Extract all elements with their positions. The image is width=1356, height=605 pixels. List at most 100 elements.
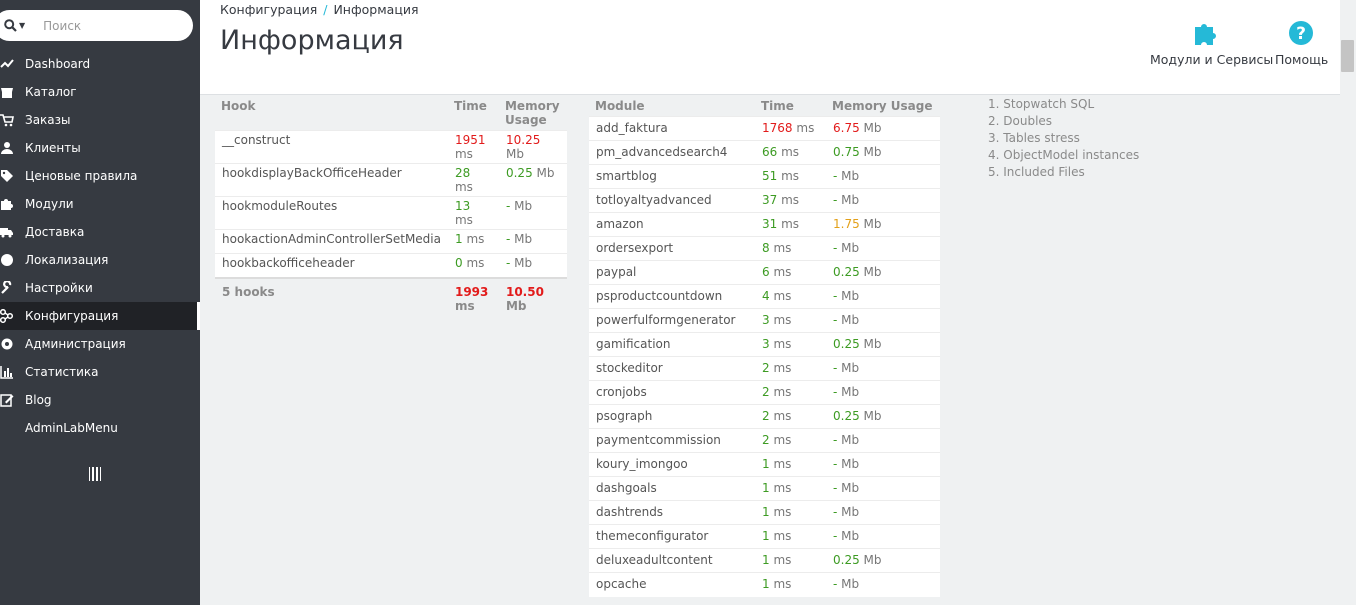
module-row: koury_imongoo 1 ms - Mb [589, 452, 940, 477]
hook-row-memory: - Mb [498, 253, 567, 278]
sidebar-item-клиенты[interactable]: Клиенты [0, 134, 200, 162]
sidebar-item-label: AdminLabMenu [25, 421, 118, 435]
modules-services-button[interactable]: Модули и Сервисы [1150, 20, 1273, 67]
module-row: psograph 2 ms 0.25 Mb [589, 404, 940, 429]
sidebar-item-локализация[interactable]: Локализация [0, 246, 200, 274]
table-header-row: Module Time Memory Usage [589, 96, 940, 117]
column-header-time: Time [761, 99, 794, 113]
hook-row-memory: 10.25 Mb [498, 130, 567, 164]
module-row-name: add_faktura [589, 116, 755, 141]
sidebar-item-конфигурация[interactable]: Конфигурация [0, 302, 200, 330]
sidebar-item-доставка[interactable]: Доставка [0, 218, 200, 246]
module-row-time: 8 ms [755, 236, 826, 261]
sidebar-item-label: Конфигурация [25, 309, 119, 323]
module-row: dashtrends 1 ms - Mb [589, 500, 940, 525]
wrench-icon [0, 274, 14, 302]
module-row-name: cronjobs [589, 380, 755, 405]
module-row: pm_advancedsearch4 66 ms 0.75 Mb [589, 140, 940, 165]
sidebar-nav: Dashboard Каталог Заказы Клиенты Ценовые пра… [0, 50, 200, 442]
collapse-menu-icon[interactable] [89, 467, 101, 481]
module-row: totloyaltyadvanced 37 ms - Mb [589, 188, 940, 213]
profiling-link[interactable]: 3. Tables stress [988, 131, 1080, 145]
sidebar-item-ценовые-правила[interactable]: Ценовые правила [0, 162, 200, 190]
sidebar-item-adminlabmenu[interactable]: AdminLabMenu [0, 414, 200, 442]
module-row-memory: - Mb [826, 284, 940, 309]
puzzle-icon [1195, 24, 1216, 45]
module-row-memory: - Mb [826, 308, 940, 333]
profiling-link[interactable]: 4. ObjectModel instances [988, 148, 1140, 162]
module-row-time: 2 ms [755, 404, 826, 429]
column-header-memory: Memory Usage [832, 99, 933, 113]
hooks-table: Hook Time Memory Usage __construct 1951 m… [215, 96, 567, 315]
hook-row-memory: - Mb [498, 196, 567, 230]
module-row-name: themeconfigurator [589, 524, 755, 549]
sidebar-item-dashboard[interactable]: Dashboard [0, 50, 200, 78]
module-row: cronjobs 2 ms - Mb [589, 380, 940, 405]
module-row-time: 2 ms [755, 380, 826, 405]
search-input[interactable] [43, 18, 174, 33]
hook-row: hookdisplayBackOfficeHeader 28 ms 0.25 Mb [215, 163, 567, 197]
scrollbar-thumb[interactable] [1341, 40, 1354, 72]
hook-row-name: hookdisplayBackOfficeHeader [215, 163, 448, 197]
module-row-memory: 0.25 Mb [826, 260, 940, 285]
module-row-memory: 0.25 Mb [826, 548, 940, 573]
hook-row-time: 1951 ms [447, 130, 499, 164]
search-box[interactable]: ▼ [0, 10, 193, 41]
edit-icon [0, 386, 14, 414]
module-row-memory: 0.25 Mb [826, 404, 940, 429]
sidebar-item-label: Dashboard [25, 57, 91, 71]
module-row-time: 4 ms [755, 284, 826, 309]
profiling-link[interactable]: 5. Included Files [988, 165, 1085, 179]
modules-services-label: Модули и Сервисы [1150, 52, 1274, 67]
module-row-name: totloyaltyadvanced [589, 188, 755, 213]
breadcrumb-item-information: Информация [333, 2, 419, 17]
breadcrumb-item-configuration[interactable]: Конфигурация [220, 2, 318, 17]
profiling-link[interactable]: 2. Doubles [988, 114, 1053, 128]
module-row: dashgoals 1 ms - Mb [589, 476, 940, 501]
module-row: ordersexport 8 ms - Mb [589, 236, 940, 261]
module-row-name: dashtrends [589, 500, 755, 525]
module-row-time: 1 ms [755, 572, 826, 597]
sidebar-item-заказы[interactable]: Заказы [0, 106, 200, 134]
hook-row-name: hookbackofficeheader [215, 253, 448, 278]
module-row: psproductcountdown 4 ms - Mb [589, 284, 940, 309]
gear-icon [0, 330, 14, 358]
module-row-memory: - Mb [826, 524, 940, 549]
sidebar-item-каталог[interactable]: Каталог [0, 78, 200, 106]
sidebar-item-администрация[interactable]: Администрация [0, 330, 200, 358]
hook-row: __construct 1951 ms 10.25 Mb [215, 130, 567, 164]
help-label: Помощь [1275, 52, 1329, 67]
hook-row-time: 13 ms [447, 196, 499, 230]
sidebar-item-настройки[interactable]: Настройки [0, 274, 200, 302]
module-row-name: powerfulformgenerator [589, 308, 755, 333]
module-row-time: 3 ms [755, 308, 826, 333]
column-header-hook: Hook [221, 99, 256, 113]
page-header: Конфигурация / Информация Информация Модул… [200, 0, 1340, 95]
sidebar-item-blog[interactable]: Blog [0, 386, 200, 414]
help-button[interactable]: ? Помощь [1275, 20, 1329, 67]
sidebar-item-статистика[interactable]: Статистика [0, 358, 200, 386]
tag-icon [0, 162, 14, 190]
sidebar-item-модули[interactable]: Модули [0, 190, 200, 218]
search-icon[interactable]: ▼ [4, 19, 25, 32]
column-header-memory: Memory Usage [504, 99, 560, 127]
cart-icon [0, 106, 14, 134]
sidebar-item-label: Модули [25, 197, 74, 211]
hook-row-memory: 0.25 Mb [498, 163, 567, 197]
hooks-total-label: 5 hooks [215, 276, 448, 315]
hook-row-time: 0 ms [447, 253, 499, 278]
sidebar-item-label: Blog [25, 393, 52, 407]
hook-row-name: hookmoduleRoutes [215, 196, 448, 230]
module-row-memory: - Mb [826, 572, 940, 597]
sidebar-item-label: Клиенты [25, 141, 81, 155]
module-row: themeconfigurator 1 ms - Mb [589, 524, 940, 549]
module-row-time: 51 ms [755, 164, 826, 189]
chevron-down-icon[interactable]: ▼ [19, 21, 26, 30]
sidebar-item-label: Администрация [25, 337, 126, 351]
puzzle-icon [0, 190, 14, 218]
module-row-time: 1 ms [755, 500, 826, 525]
table-header-row: Hook Time Memory Usage [215, 96, 567, 131]
modules-table: Module Time Memory Usage add_faktura 1768… [589, 96, 940, 597]
module-row-memory: 1.75 Mb [826, 212, 940, 237]
profiling-link[interactable]: 1. Stopwatch SQL [988, 97, 1095, 111]
